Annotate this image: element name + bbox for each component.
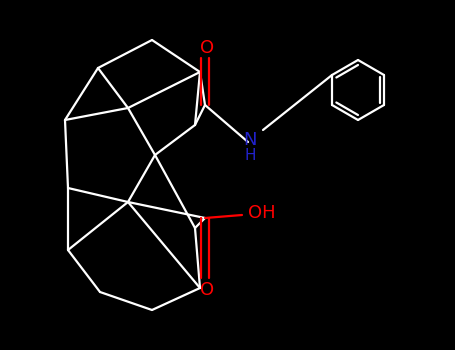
Text: H: H bbox=[244, 147, 256, 162]
Text: OH: OH bbox=[248, 204, 276, 222]
Text: O: O bbox=[200, 39, 214, 57]
Text: N: N bbox=[243, 131, 257, 149]
Text: O: O bbox=[200, 281, 214, 299]
